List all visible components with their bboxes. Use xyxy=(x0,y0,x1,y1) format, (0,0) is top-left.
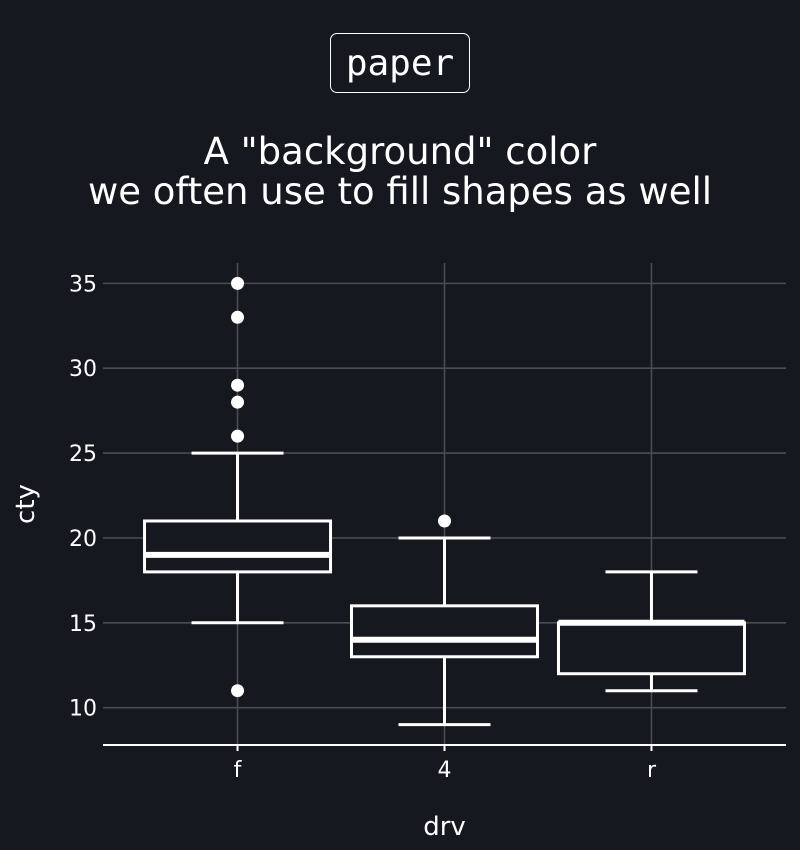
box-iqr xyxy=(143,519,333,574)
outlier-point xyxy=(231,310,245,324)
x-axis-title: drv xyxy=(423,812,466,842)
outlier-point xyxy=(231,429,245,443)
outlier-point xyxy=(231,276,245,290)
y-tick-label: 10 xyxy=(69,697,97,722)
y-tick-label: 20 xyxy=(69,527,97,552)
y-axis-title: cty xyxy=(11,484,41,524)
theme-tag: paper xyxy=(330,33,470,93)
box-iqr xyxy=(350,604,539,659)
outlier-point xyxy=(231,684,245,698)
y-tick-label: 15 xyxy=(69,612,97,637)
chart-title-line-1: A "background" color xyxy=(203,130,597,173)
y-tick-label: 35 xyxy=(69,272,97,297)
box-iqr xyxy=(556,621,746,676)
box-r xyxy=(556,570,746,693)
outlier-point xyxy=(438,514,451,528)
y-tick-label: 30 xyxy=(69,357,97,382)
theme-tag-label: paper xyxy=(345,42,455,84)
x-tick-label: 4 xyxy=(438,758,452,783)
box-series xyxy=(143,276,746,727)
outlier-point xyxy=(231,378,245,392)
y-tick-label: 25 xyxy=(69,442,97,467)
x-tick-label: f xyxy=(234,758,243,783)
chart-title-line-2: we often use to fill shapes as well xyxy=(87,170,713,213)
axes: 10 15 20 25 30 35 f 4 r xyxy=(69,272,786,783)
x-tick-label: r xyxy=(647,758,657,783)
box-4 xyxy=(350,514,539,727)
chart-title: A "background" color we often use to fil… xyxy=(0,132,800,212)
box-f xyxy=(143,276,333,698)
outlier-point xyxy=(231,395,245,409)
